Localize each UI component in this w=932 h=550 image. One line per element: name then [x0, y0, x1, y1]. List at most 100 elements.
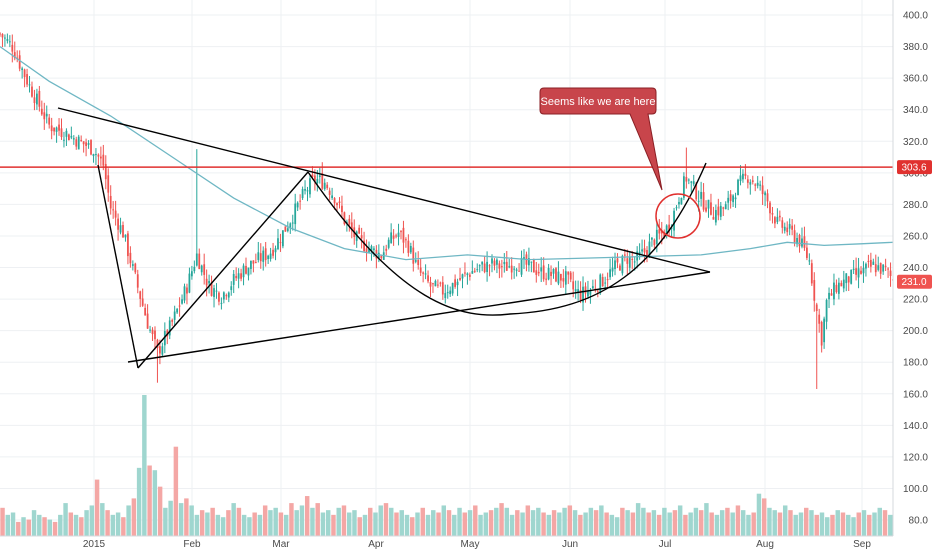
candle-body [665, 225, 668, 236]
candle-body [840, 282, 843, 287]
candle-body [368, 249, 370, 253]
candle-body [825, 299, 828, 322]
candle-body [788, 224, 791, 229]
volume-bar [399, 510, 404, 536]
candle-body [496, 259, 498, 265]
volume-bar [368, 507, 373, 536]
volume-bar [157, 486, 163, 536]
volume-bar [888, 514, 893, 536]
candle-body [621, 255, 624, 274]
candle-body [424, 273, 427, 275]
candle-body [528, 258, 530, 266]
cup-curve [307, 162, 707, 316]
volume-bar [767, 507, 772, 536]
y-tick-label: 240.0 [903, 263, 928, 274]
candle-body [727, 197, 730, 203]
candle-body [803, 236, 806, 248]
candle-body [547, 267, 550, 280]
candle-body [761, 185, 764, 195]
volume-bar [499, 503, 504, 536]
candle-body [746, 179, 749, 183]
volume-bar [47, 519, 53, 536]
candle-body [837, 282, 840, 294]
candle-body [53, 127, 56, 132]
annotation-callout: Seems like we are here [539, 87, 663, 191]
volume-bar [389, 507, 394, 536]
candle-body [242, 265, 245, 278]
candle-body [552, 268, 555, 274]
candle-body [764, 192, 766, 196]
candle-body [257, 252, 260, 260]
candle-body [227, 292, 230, 298]
callout-bubble [539, 87, 663, 191]
candle-body [535, 270, 538, 275]
candle-body [805, 247, 808, 258]
candle-body [855, 268, 857, 275]
candle-body [751, 180, 754, 183]
candle-body [222, 292, 225, 300]
volume-bar [294, 510, 299, 536]
candle-body [530, 261, 533, 263]
volume-bar [241, 514, 247, 536]
candle-body [468, 274, 471, 277]
candle-body [65, 130, 68, 137]
volume-bar [851, 517, 856, 536]
candle-body [205, 278, 208, 286]
volume-bar [383, 503, 389, 536]
candle-body [328, 190, 331, 195]
candle-body [449, 290, 452, 295]
candle-body [122, 225, 124, 238]
candle-body [97, 154, 100, 157]
candle-body [717, 206, 720, 216]
candle-body [267, 255, 270, 260]
volume-bar [641, 507, 646, 536]
candle-body [675, 207, 678, 209]
volume-bar [772, 510, 777, 536]
candle-body [190, 271, 193, 277]
candle-body [31, 86, 33, 97]
candle-body [277, 238, 279, 250]
volume-bar [147, 465, 152, 536]
candle-body [872, 261, 875, 265]
volume-bar [373, 512, 378, 536]
candle-body [417, 260, 420, 266]
candle-body [852, 268, 855, 270]
candle-body [45, 113, 48, 117]
candle-body [628, 256, 631, 268]
volume-bar [257, 514, 263, 536]
volume-bar [646, 512, 651, 536]
candle-body [134, 263, 137, 273]
volume-bar [457, 507, 462, 536]
candle-body [0, 33, 1, 35]
y-tick-label: 360.0 [903, 74, 928, 85]
candle-body [230, 286, 233, 291]
volume-bar [509, 514, 515, 536]
candle-body [427, 275, 429, 282]
volume-bar [304, 496, 310, 536]
volume-bar [530, 510, 536, 536]
volume-bar [761, 498, 767, 536]
candle-body [82, 141, 85, 145]
candle-body [338, 201, 341, 203]
volume-bar [110, 514, 116, 536]
candle-body [845, 273, 848, 284]
candle-body [655, 229, 658, 244]
volume-bar [593, 510, 599, 536]
volume-bar [714, 514, 720, 536]
candle-body [252, 260, 255, 264]
candle-body [550, 271, 552, 277]
candle-body [702, 192, 705, 210]
candle-body [766, 193, 769, 202]
candle-body [611, 267, 614, 272]
volume-bar [63, 503, 68, 536]
candle-body [85, 142, 88, 146]
candle-body [626, 258, 629, 264]
candle-body [178, 305, 181, 307]
candle-body [532, 259, 535, 273]
candle-body [341, 205, 343, 213]
candle-body [436, 284, 439, 286]
candle-body [700, 191, 703, 199]
candle-body [505, 261, 508, 271]
volume-bar [58, 514, 63, 536]
